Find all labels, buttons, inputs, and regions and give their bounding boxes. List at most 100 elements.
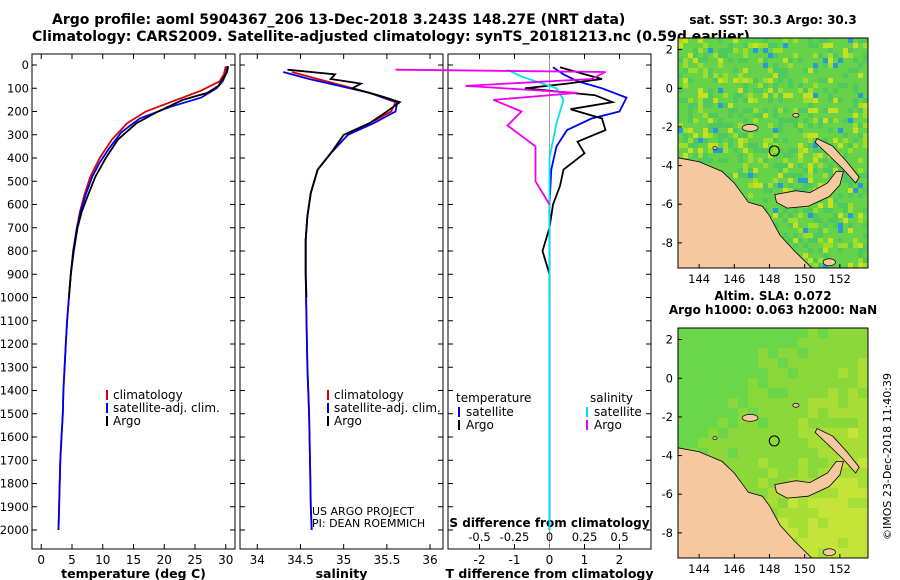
sst-ocean-cell: [848, 148, 853, 153]
sst-ocean-cell: [758, 78, 763, 83]
temp-legend-label: satellite-adj. clim.: [113, 401, 220, 415]
sst-ocean-cell: [773, 78, 778, 83]
sst-ocean-cell: [803, 93, 808, 98]
sst-ocean-cell: [843, 98, 848, 103]
sst-ocean-cell: [838, 38, 843, 43]
sla-ocean-cell: [838, 328, 848, 338]
sst-ocean-cell: [813, 243, 818, 248]
sst-ocean-cell: [828, 218, 833, 223]
sst-ocean-cell: [783, 88, 788, 93]
sla-ocean-cell: [748, 418, 758, 428]
sst-ocean-cell: [728, 123, 733, 128]
sst-ocean-cell: [758, 118, 763, 123]
sst-ocean-cell: [803, 148, 808, 153]
sst-ocean-cell: [853, 73, 858, 78]
sst-ocean-cell: [858, 43, 863, 48]
sst-ocean-cell: [743, 153, 748, 158]
sla-ocean-cell: [778, 388, 788, 398]
sst-ocean-cell: [678, 133, 683, 138]
sst-ocean-cell: [733, 63, 738, 68]
sst-ocean-cell: [743, 163, 748, 168]
sst-ocean-cell: [708, 113, 713, 118]
sst-ocean-cell: [823, 158, 828, 163]
sst-ocean-cell: [763, 173, 768, 178]
sst-ocean-cell: [703, 133, 708, 138]
sst-ocean-cell: [808, 123, 813, 128]
sla-ocean-cell: [798, 388, 808, 398]
sla-ocean-cell: [808, 438, 818, 448]
sst-ocean-cell: [818, 88, 823, 93]
sst-ocean-cell: [728, 113, 733, 118]
sla-ocean-cell: [798, 428, 808, 438]
sst-ocean-cell: [833, 253, 838, 258]
sst-ocean-cell: [803, 53, 808, 58]
sst-ocean-cell: [718, 123, 723, 128]
sst-ocean-cell: [728, 73, 733, 78]
sst-ocean-cell: [783, 58, 788, 63]
sst-ocean-cell: [813, 128, 818, 133]
sst-ocean-cell: [823, 48, 828, 53]
sst-ocean-cell: [843, 103, 848, 108]
sla-ocean-cell: [728, 348, 738, 358]
sst-ocean-cell: [778, 208, 783, 213]
sst-ocean-cell: [778, 53, 783, 58]
sst-ocean-cell: [838, 253, 843, 258]
sst-ocean-cell: [758, 128, 763, 133]
sst-ocean-cell: [793, 78, 798, 83]
sla-ocean-cell: [848, 348, 858, 358]
sst-ocean-cell: [758, 158, 763, 163]
sst-ocean-cell: [803, 213, 808, 218]
sst-ocean-cell: [803, 208, 808, 213]
sst-ocean-cell: [733, 168, 738, 173]
sst-ocean-cell: [808, 218, 813, 223]
sst-ocean-cell: [788, 48, 793, 53]
sst-ocean-cell: [858, 88, 863, 93]
sst-ocean-cell: [803, 238, 808, 243]
depth-tick-label: 1200: [0, 337, 29, 351]
sst-ocean-cell: [738, 153, 743, 158]
sla-ocean-cell: [848, 528, 858, 538]
sst-ocean-cell: [858, 78, 863, 83]
sst-ocean-cell: [773, 98, 778, 103]
sst-ocean-cell: [798, 73, 803, 78]
sst-ocean-cell: [858, 218, 863, 223]
sst-ocean-cell: [758, 93, 763, 98]
sst-ocean-cell: [748, 153, 753, 158]
sst-ocean-cell: [773, 93, 778, 98]
sst-ocean-cell: [788, 138, 793, 143]
sst-ocean-cell: [688, 103, 693, 108]
sst-ocean-cell: [828, 73, 833, 78]
sst-ocean-cell: [793, 218, 798, 223]
sst-ocean-cell: [843, 43, 848, 48]
sla-ocean-cell: [688, 388, 698, 398]
sst-ocean-cell: [813, 73, 818, 78]
sst-ocean-cell: [708, 88, 713, 93]
sla-ocean-cell: [748, 368, 758, 378]
sla-island: [822, 548, 836, 557]
sst-ocean-cell: [813, 88, 818, 93]
sst-ocean-cell: [783, 173, 788, 178]
sst-ocean-cell: [753, 138, 758, 143]
sla-ocean-cell: [838, 518, 848, 528]
sst-ocean-cell: [688, 58, 693, 63]
sst-ocean-cell: [758, 183, 763, 188]
sst-ocean-cell: [853, 143, 858, 148]
sst-ocean-cell: [738, 58, 743, 63]
sst-ocean-cell: [783, 128, 788, 133]
sst-ocean-cell: [693, 38, 698, 43]
sst-ocean-cell: [693, 83, 698, 88]
depth-tick-label: 1400: [0, 384, 29, 398]
sst-ocean-cell: [798, 53, 803, 58]
sst-ocean-cell: [823, 58, 828, 63]
sst-ocean-cell: [823, 138, 828, 143]
sla-ocean-cell: [778, 378, 788, 388]
sst-ocean-cell: [723, 148, 728, 153]
sst-ocean-cell: [823, 108, 828, 113]
sla-ocean-cell: [798, 338, 808, 348]
sla-ocean-cell: [808, 378, 818, 388]
sst-ocean-cell: [768, 123, 773, 128]
sst-ocean-cell: [818, 128, 823, 133]
sst-ocean-cell: [813, 123, 818, 128]
sst-ocean-cell: [863, 38, 868, 43]
sst-ocean-cell: [728, 83, 733, 88]
